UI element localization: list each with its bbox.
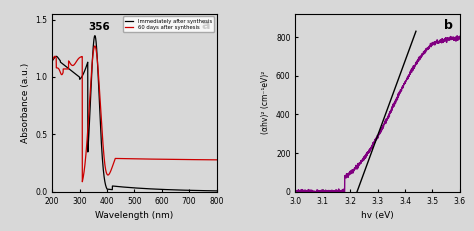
Text: a: a — [201, 19, 210, 32]
Immediately after synthesis — [58, 61, 64, 64]
Immediately after synthesis — [125, 186, 131, 189]
60 days after synthesis — [209, 158, 215, 161]
Immediately after synthesis — [129, 186, 135, 189]
Immediately after synthesis — [179, 189, 184, 191]
Y-axis label: (αhv)² (cm⁻¹eV)²: (αhv)² (cm⁻¹eV)² — [261, 71, 270, 134]
60 days after synthesis — [92, 45, 98, 47]
Legend: Immediately after synthesis, 60 days after synthesis: Immediately after synthesis, 60 days aft… — [123, 16, 214, 32]
60 days after synthesis — [209, 158, 215, 161]
Immediately after synthesis — [49, 59, 55, 62]
60 days after synthesis — [49, 59, 55, 62]
Text: b: b — [444, 19, 453, 32]
Line: Immediately after synthesis: Immediately after synthesis — [52, 36, 217, 191]
60 days after synthesis — [125, 157, 131, 160]
Immediately after synthesis — [209, 189, 215, 192]
Line: 60 days after synthesis: 60 days after synthesis — [52, 46, 217, 182]
X-axis label: hv (eV): hv (eV) — [361, 211, 394, 220]
60 days after synthesis — [179, 158, 184, 161]
X-axis label: Wavelength (nm): Wavelength (nm) — [95, 211, 173, 220]
Immediately after synthesis — [214, 189, 219, 192]
60 days after synthesis — [80, 180, 85, 183]
60 days after synthesis — [214, 158, 219, 161]
Immediately after synthesis — [92, 34, 98, 37]
Immediately after synthesis — [209, 189, 215, 192]
Text: 356: 356 — [88, 22, 110, 32]
60 days after synthesis — [129, 157, 135, 160]
Y-axis label: Absorbance (a.u.): Absorbance (a.u.) — [20, 63, 29, 143]
60 days after synthesis — [58, 72, 64, 74]
